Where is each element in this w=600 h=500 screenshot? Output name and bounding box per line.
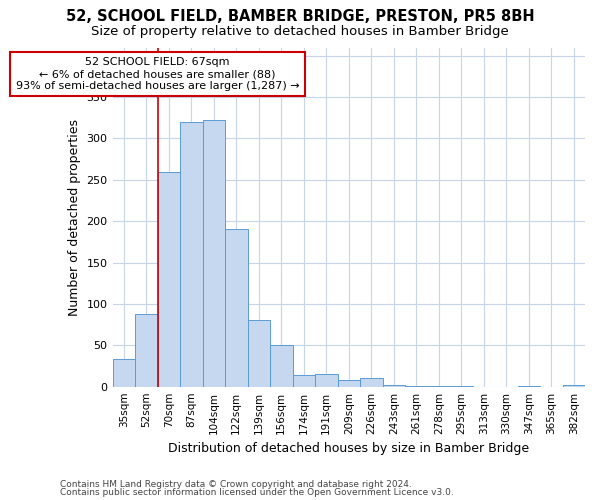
Text: Size of property relative to detached houses in Bamber Bridge: Size of property relative to detached ho… [91,25,509,38]
Bar [315,374,338,386]
Bar [248,320,270,386]
Bar [270,346,293,387]
Bar [338,380,360,386]
Bar [383,385,405,386]
Bar [225,230,248,386]
Bar [203,120,225,386]
Text: Contains HM Land Registry data © Crown copyright and database right 2024.: Contains HM Land Registry data © Crown c… [60,480,412,489]
Bar [113,360,135,386]
Text: 52 SCHOOL FIELD: 67sqm
← 6% of detached houses are smaller (88)
93% of semi-deta: 52 SCHOOL FIELD: 67sqm ← 6% of detached … [16,58,299,90]
Text: Contains public sector information licensed under the Open Government Licence v3: Contains public sector information licen… [60,488,454,497]
Bar [563,385,585,386]
Bar [135,314,158,386]
Bar [180,122,203,386]
Text: 52, SCHOOL FIELD, BAMBER BRIDGE, PRESTON, PR5 8BH: 52, SCHOOL FIELD, BAMBER BRIDGE, PRESTON… [65,9,535,24]
Bar [158,172,180,386]
Bar [293,375,315,386]
Bar [360,378,383,386]
X-axis label: Distribution of detached houses by size in Bamber Bridge: Distribution of detached houses by size … [168,442,529,455]
Y-axis label: Number of detached properties: Number of detached properties [68,118,81,316]
